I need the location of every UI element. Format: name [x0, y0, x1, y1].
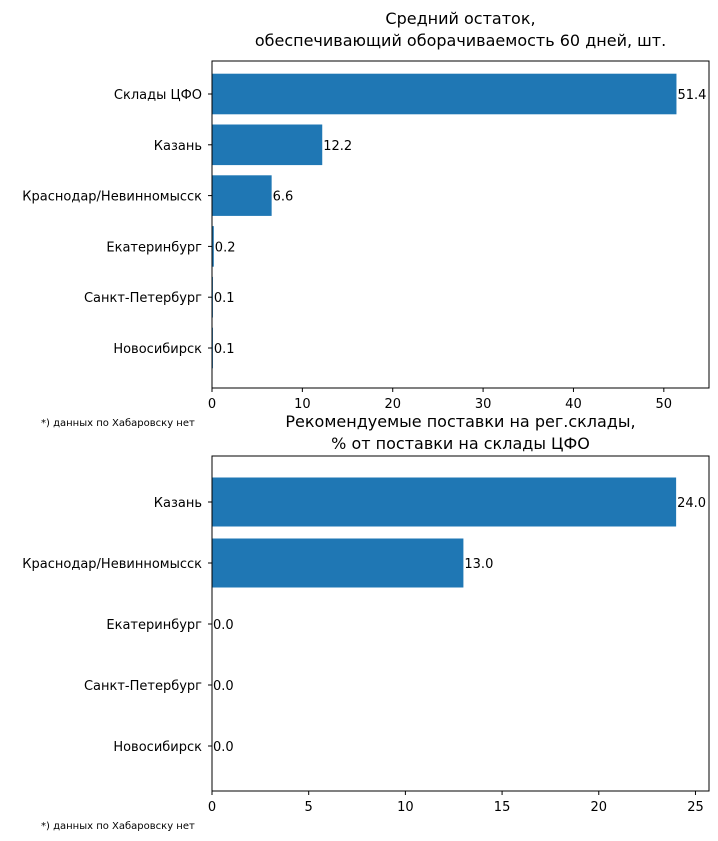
x-tick-label: 0: [208, 397, 216, 412]
category-label: Санкт-Петербург: [84, 291, 202, 306]
value-label: 6.6: [273, 190, 294, 205]
footnote: *) данных по Хабаровску нет: [41, 821, 195, 832]
chart-title-line: % от поставки на склады ЦФО: [331, 434, 590, 453]
x-tick-label: 20: [384, 397, 401, 412]
category-label: Краснодар/Невинномысск: [22, 190, 202, 205]
x-tick-label: 10: [397, 800, 414, 815]
plot-frame: [211, 455, 710, 792]
category-label: Краснодар/Невинномысск: [22, 557, 202, 572]
category-label: Екатеринбург: [106, 240, 202, 255]
category-label: Санкт-Петербург: [84, 679, 202, 694]
bar-0-2: [212, 175, 272, 216]
value-label: 0.0: [213, 679, 234, 694]
value-label: 0.0: [213, 740, 234, 755]
x-tick-label: 50: [656, 397, 673, 412]
x-tick-label: 5: [305, 800, 313, 815]
bar-0-0: [212, 73, 677, 115]
category-label: Казань: [154, 496, 202, 511]
plot-frame: [211, 60, 710, 389]
value-label: 24.0: [677, 496, 706, 511]
value-label: 0.2: [215, 240, 236, 255]
chart-title-line: Средний остаток,: [385, 9, 535, 28]
x-tick-label: 40: [565, 397, 582, 412]
chart-title-line: Рекомендуемые поставки на рег.склады,: [285, 412, 635, 431]
category-label: Новосибирск: [113, 342, 202, 357]
x-tick-label: 30: [475, 397, 492, 412]
x-tick-label: 25: [687, 800, 704, 815]
x-tick-label: 15: [494, 800, 511, 815]
value-label: 0.0: [213, 618, 234, 633]
bar-1-1: [212, 538, 464, 588]
category-label: Склады ЦФО: [114, 88, 202, 103]
value-label: 0.1: [214, 291, 235, 306]
category-label: Новосибирск: [113, 740, 202, 755]
category-label: Казань: [154, 139, 202, 154]
x-tick-label: 10: [294, 397, 311, 412]
category-label: Екатеринбург: [106, 618, 202, 633]
x-tick-label: 0: [208, 800, 216, 815]
value-label: 13.0: [464, 557, 493, 572]
value-label: 12.2: [323, 139, 352, 154]
chart-title-line: обеспечивающий оборачиваемость 60 дней, …: [255, 31, 666, 50]
footnote: *) данных по Хабаровску нет: [41, 418, 195, 429]
bar-0-1: [212, 124, 323, 166]
bar-0-3: [212, 226, 214, 267]
value-label: 51.4: [677, 88, 706, 103]
bar-1-0: [212, 477, 677, 527]
value-label: 0.1: [214, 342, 235, 357]
x-tick-label: 20: [590, 800, 607, 815]
